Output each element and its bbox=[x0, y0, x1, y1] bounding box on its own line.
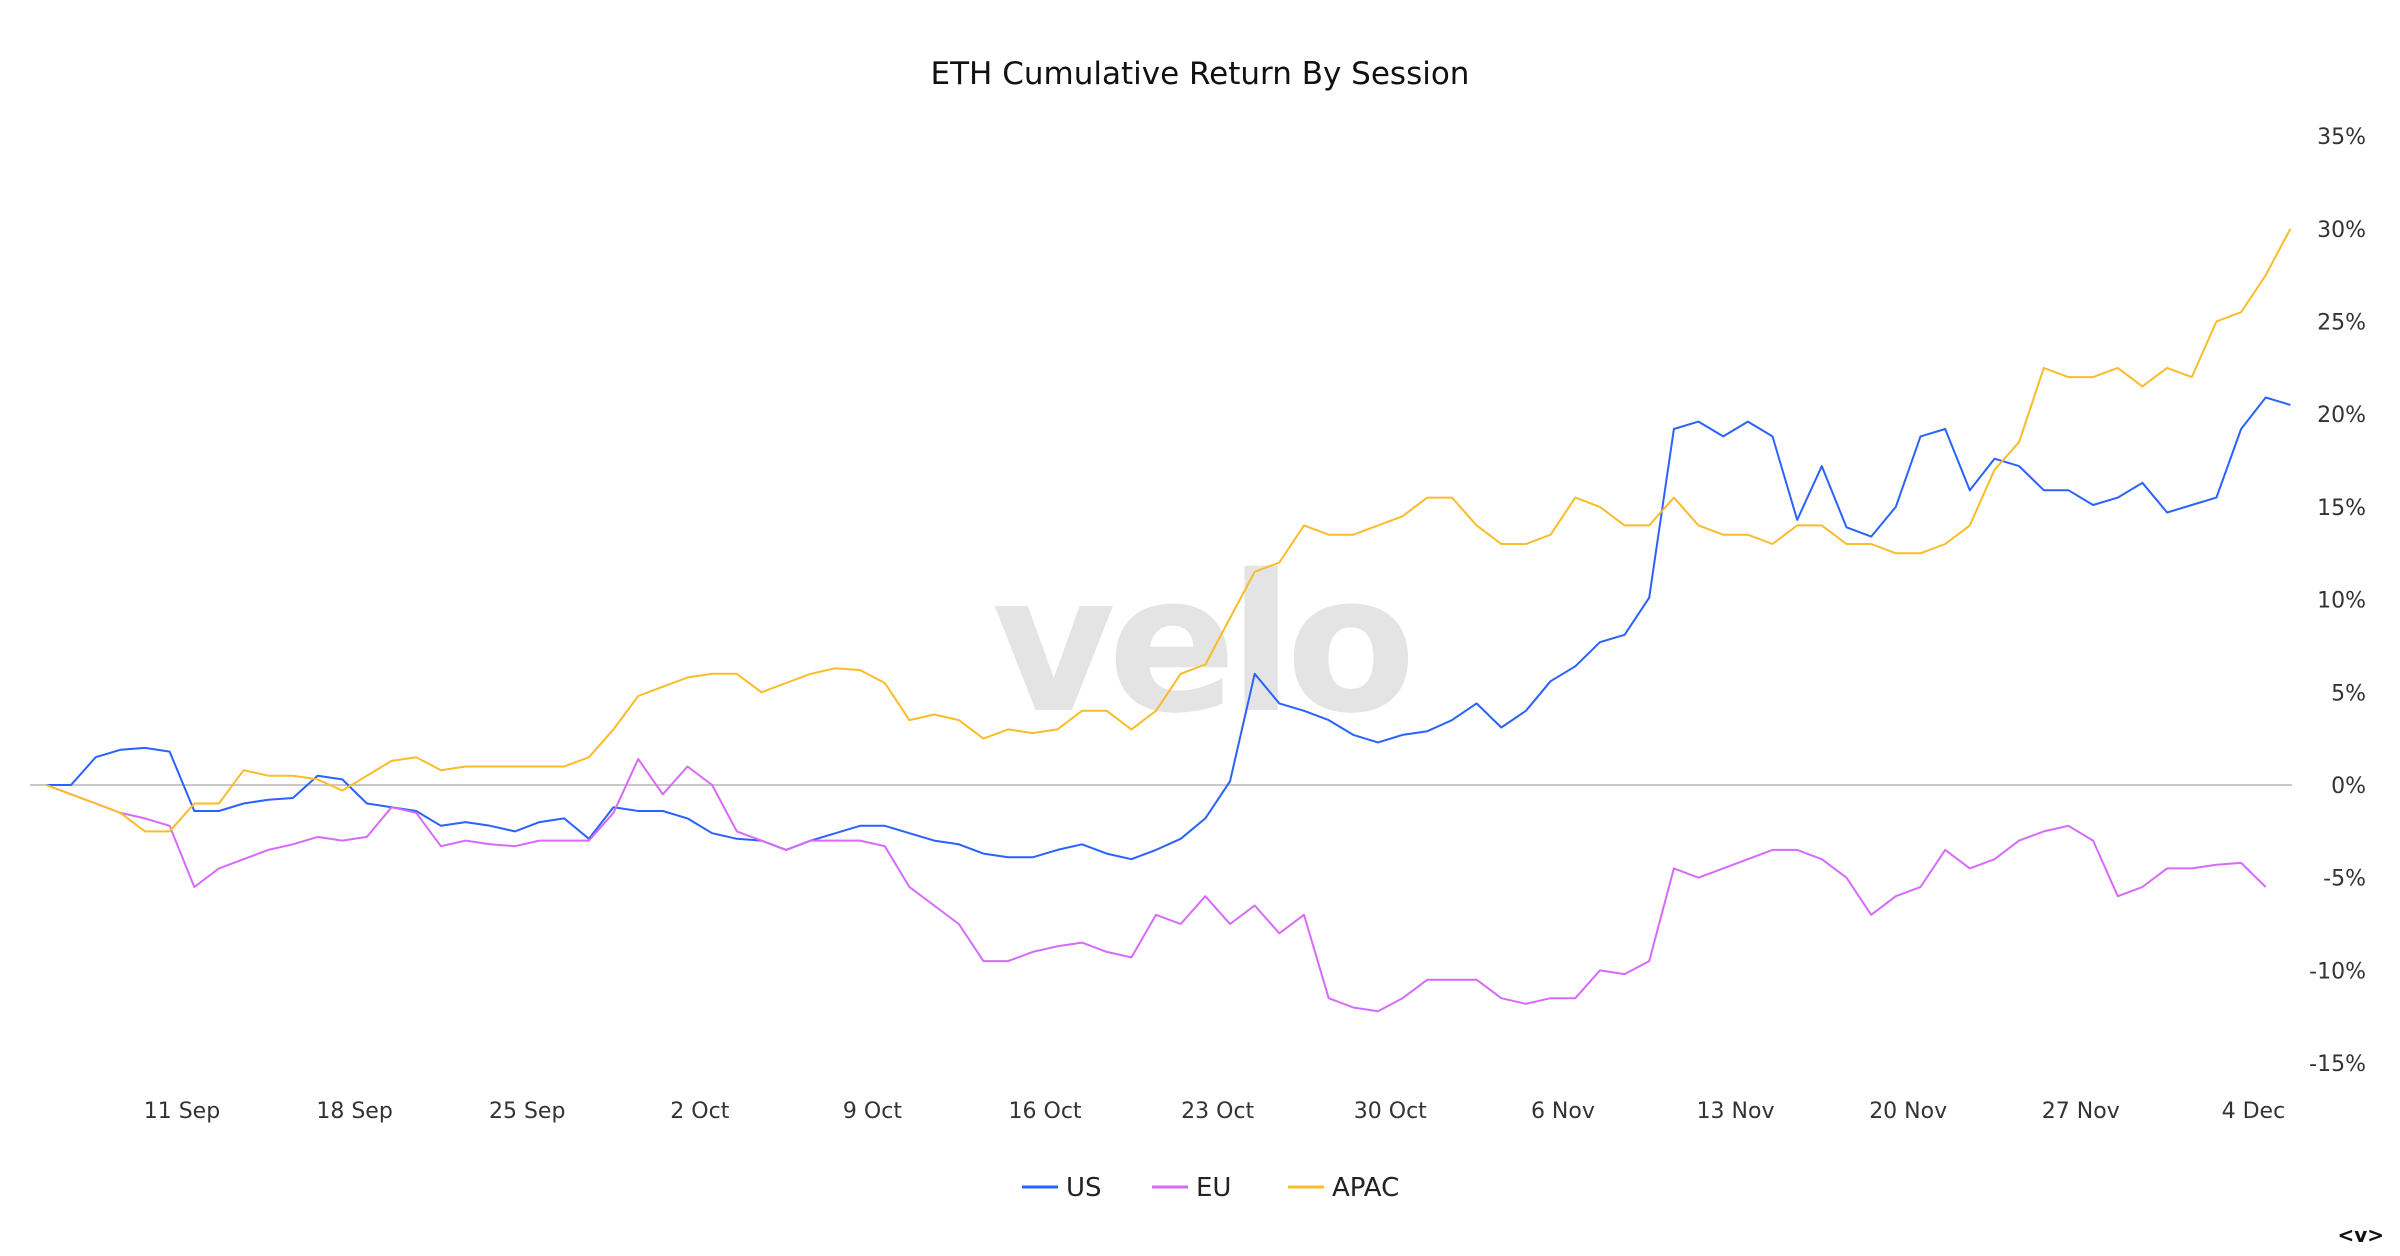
chart-title: ETH Cumulative Return By Session bbox=[931, 56, 1470, 92]
legend-label: US bbox=[1066, 1173, 1102, 1203]
legend-label: APAC bbox=[1332, 1173, 1399, 1203]
velo-watermark: velo bbox=[992, 534, 1409, 755]
x-tick-label: 9 Oct bbox=[843, 1099, 902, 1124]
x-axis: 11 Sep 18 Sep 25 Sep 2 Oct 9 Oct 16 Oct 23 Oct… bbox=[144, 1099, 2285, 1124]
x-tick-label: 20 Nov bbox=[1869, 1099, 1947, 1124]
legend-item-apac[interactable]: APAC bbox=[1288, 1173, 1399, 1203]
series-group bbox=[45, 228, 2292, 1013]
series-line-us bbox=[46, 396, 2291, 861]
y-tick-label: 20% bbox=[2317, 403, 2366, 428]
x-tick-label: 4 Dec bbox=[2222, 1099, 2286, 1124]
y-tick-label: 25% bbox=[2317, 311, 2366, 336]
x-tick-label: 16 Oct bbox=[1009, 1099, 1082, 1124]
y-tick-label: -15% bbox=[2309, 1052, 2366, 1077]
x-tick-label: 30 Oct bbox=[1354, 1099, 1427, 1124]
y-tick-label: 5% bbox=[2331, 681, 2366, 706]
y-tick-label: 15% bbox=[2317, 496, 2366, 521]
y-tick-label: 10% bbox=[2317, 589, 2366, 614]
x-tick-label: 6 Nov bbox=[1531, 1099, 1595, 1124]
series-line-apac bbox=[45, 228, 2292, 833]
legend-label: EU bbox=[1196, 1173, 1231, 1203]
y-tick-label: 35% bbox=[2317, 125, 2366, 150]
y-tick-label: -5% bbox=[2323, 867, 2366, 892]
x-tick-label: 13 Nov bbox=[1697, 1099, 1775, 1124]
x-tick-label: 18 Sep bbox=[316, 1099, 392, 1124]
x-tick-label: 23 Oct bbox=[1181, 1099, 1254, 1124]
x-tick-label: 2 Oct bbox=[670, 1099, 729, 1124]
x-tick-label: 27 Nov bbox=[2042, 1099, 2120, 1124]
x-tick-label: 25 Sep bbox=[489, 1099, 565, 1124]
y-axis: 35% 30% 25% 20% 15% 10% 5% 0% -5% -10% -15% bbox=[2309, 125, 2366, 1077]
legend-item-us[interactable]: US bbox=[1022, 1173, 1102, 1203]
legend: US EU APAC bbox=[1022, 1173, 1399, 1203]
corner-toggle[interactable]: <v> bbox=[2337, 1223, 2384, 1247]
y-tick-label: 30% bbox=[2317, 218, 2366, 243]
series-line-eu bbox=[45, 758, 2267, 1013]
y-tick-label: -10% bbox=[2309, 959, 2366, 984]
legend-item-eu[interactable]: EU bbox=[1152, 1173, 1231, 1203]
x-tick-label: 11 Sep bbox=[144, 1099, 220, 1124]
y-tick-label: 0% bbox=[2331, 774, 2366, 799]
